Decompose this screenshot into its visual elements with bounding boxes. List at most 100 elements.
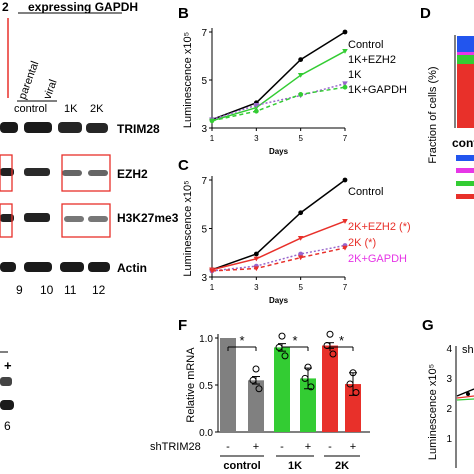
series-line-3 — [211, 247, 346, 272]
data-point — [253, 251, 259, 257]
significance-star: * — [239, 333, 244, 348]
replicate-point — [349, 369, 357, 377]
condition-label: - — [328, 441, 332, 453]
condition-label: + — [305, 441, 311, 453]
panel-g-point — [466, 392, 470, 396]
series-line-0 — [211, 31, 346, 121]
blot-band — [24, 262, 52, 272]
data-point — [209, 268, 215, 274]
condition-label: - — [280, 441, 284, 453]
panel-d-ylabel: Fraction of cells (%) — [427, 66, 439, 163]
y-tick-label: 5 — [201, 76, 207, 87]
panel-g-tick: 1 — [446, 434, 452, 445]
blot-band — [24, 122, 52, 133]
bar — [248, 380, 264, 432]
fragment-plus: + — [4, 358, 12, 373]
col-label-control: control — [14, 103, 47, 115]
x-tick-label: 3 — [254, 134, 259, 143]
y-axis-title: Relative mRNA — [185, 347, 197, 423]
stacked-bar-segment — [457, 36, 474, 52]
bar — [300, 378, 316, 432]
x-tick-label: 1 — [210, 283, 215, 292]
replicate-point — [252, 365, 260, 373]
replicate-point — [352, 389, 360, 397]
data-point — [297, 73, 304, 78]
panel-a-header-left: 2 — [2, 0, 9, 14]
row-label-h3k27me3: H3K27me3 — [117, 211, 179, 225]
series-line-1 — [211, 220, 346, 271]
legend-label: Control — [348, 39, 383, 51]
data-point — [342, 81, 348, 87]
data-point — [342, 49, 348, 54]
y-tick-label: 5 — [201, 225, 207, 236]
replicate-point — [281, 352, 289, 360]
series-line-0 — [211, 179, 346, 271]
blot-band — [24, 168, 50, 176]
series-line-2 — [211, 82, 346, 121]
replicate-point — [326, 330, 334, 338]
panel-a-western-blot: 2 expressing GAPDH parental viral contro… — [0, 0, 179, 433]
col-label-parental: parental — [17, 60, 42, 101]
panel-a-header: expressing GAPDH — [28, 0, 138, 14]
panel-d-stacked-bar: D Fraction of cells (%) cont — [420, 5, 474, 199]
replicate-point — [307, 383, 315, 391]
series-line-3 — [211, 86, 346, 122]
panel-g-tick: 2 — [446, 404, 452, 415]
lane-number: 12 — [92, 283, 106, 297]
y-tick-label: 7 — [201, 28, 207, 39]
data-point — [209, 118, 215, 124]
bar — [220, 338, 236, 432]
data-point — [253, 108, 259, 114]
legend-label: 2K+GAPDH — [348, 253, 407, 265]
series-line-2 — [211, 244, 346, 272]
blot-band — [86, 123, 108, 133]
blot-band — [0, 122, 18, 133]
legend-swatch — [456, 168, 474, 173]
row-label: shTRIM28 — [150, 441, 201, 453]
data-point — [342, 219, 348, 224]
panel-g-line-chart: G Luminescence x10⁵ 4 3 2 1 sh — [422, 317, 474, 468]
data-point — [298, 210, 304, 216]
blot-band — [88, 262, 110, 272]
significance-star: * — [292, 333, 297, 348]
data-point — [253, 266, 260, 272]
replicate-point — [301, 374, 309, 382]
data-point — [342, 29, 348, 35]
x-tick-label: 7 — [343, 283, 348, 292]
data-point — [342, 245, 348, 251]
blot-band — [0, 262, 16, 272]
data-point — [342, 84, 348, 90]
replicate-point — [329, 350, 337, 358]
x-tick-label: 1 — [210, 134, 215, 143]
panel-g-series — [456, 398, 474, 401]
lane-number: 9 — [16, 283, 23, 297]
panel-d-xlabel: cont — [452, 136, 474, 150]
blot-band — [58, 122, 82, 133]
panel-g-tick: 3 — [446, 374, 452, 385]
legend-swatch — [456, 194, 474, 199]
col-label-1k: 1K — [64, 103, 78, 115]
x-tick-label: 7 — [343, 134, 348, 143]
red-box — [61, 203, 111, 238]
red-box — [0, 154, 13, 192]
blot-band — [88, 170, 108, 176]
panel-f-letter: F — [178, 317, 187, 334]
row-label-ezh2: EZH2 — [117, 167, 148, 181]
legend-swatch — [456, 181, 474, 186]
significance-star: * — [339, 333, 344, 348]
bar — [345, 384, 361, 432]
panel-d-letter: D — [420, 5, 431, 22]
panel-g-tick: 4 — [446, 344, 452, 355]
blot-band — [0, 377, 12, 386]
group-label: control — [223, 460, 260, 472]
legend-label: 1K+EZH2 — [348, 54, 396, 66]
condition-label: + — [350, 441, 356, 453]
legend-swatch — [456, 155, 474, 161]
x-tick-label: 5 — [298, 283, 303, 292]
y-tick-label: 1.0 — [199, 334, 213, 345]
panel-g-series — [456, 388, 474, 397]
legend-label: 1K+GAPDH — [348, 84, 407, 96]
blot-band — [24, 213, 50, 222]
